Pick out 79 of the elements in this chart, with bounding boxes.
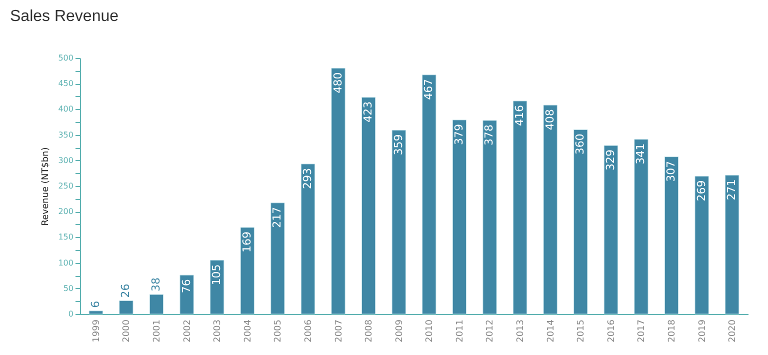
x-tick-label: 2003 — [213, 320, 224, 342]
bar — [392, 130, 406, 314]
bar — [512, 100, 528, 314]
data-label: 360 — [574, 134, 587, 155]
data-label: 378 — [482, 124, 496, 146]
x-tick-label: 2013 — [516, 320, 526, 342]
bar — [694, 176, 709, 314]
x-tick-label: 2017 — [637, 320, 648, 342]
data-label: 359 — [392, 134, 405, 156]
bar — [149, 294, 164, 314]
y-tick-label: 300 — [58, 156, 74, 165]
data-label: 293 — [300, 168, 314, 189]
bar — [270, 202, 285, 314]
x-tick-label: 2014 — [546, 319, 556, 342]
data-label: 26 — [119, 284, 132, 298]
y-tick-label: 50 — [63, 284, 74, 293]
x-tick-label: 2009 — [394, 319, 405, 342]
data-label: 169 — [240, 231, 254, 252]
y-tick-label: 500 — [58, 54, 74, 62]
x-tick-label: 2006 — [304, 319, 314, 342]
data-label: 467 — [422, 78, 436, 100]
data-label: 379 — [452, 124, 466, 145]
bar — [88, 310, 103, 314]
x-tick-label: 1999 — [92, 319, 102, 342]
x-tick-label: 2000 — [122, 319, 132, 342]
bar — [725, 175, 740, 314]
y-tick-label: 0 — [68, 310, 74, 318]
x-tick-label: 2004 — [243, 319, 254, 342]
y-tick-label: 400 — [58, 104, 74, 114]
bar — [361, 97, 376, 314]
y-tick-label: 200 — [58, 207, 74, 216]
bar — [634, 139, 648, 314]
chart-title: Sales Revenue — [10, 8, 119, 25]
y-tick-label: 350 — [58, 130, 74, 140]
y-tick-label: 150 — [58, 232, 74, 242]
bar — [543, 104, 558, 314]
x-tick-label: 2015 — [576, 320, 587, 342]
bar — [240, 227, 254, 314]
x-tick-label: 2012 — [486, 320, 496, 342]
y-tick-label: 450 — [58, 79, 74, 88]
data-label: 38 — [149, 278, 162, 292]
bar — [300, 164, 316, 314]
bar — [331, 68, 346, 314]
data-label: 408 — [543, 109, 556, 130]
bar — [574, 129, 588, 314]
y-tick-label: 100 — [58, 258, 74, 268]
x-tick-label: 2001 — [152, 320, 162, 342]
data-label: 6 — [88, 300, 102, 308]
y-tick-label: 250 — [58, 182, 74, 190]
data-label: 271 — [725, 179, 738, 200]
bar — [452, 120, 467, 314]
x-tick-label: 2010 — [425, 319, 436, 342]
x-tick-label: 2005 — [274, 320, 284, 342]
x-tick-label: 2007 — [334, 320, 344, 342]
bar — [604, 145, 618, 314]
data-label: 329 — [604, 150, 617, 171]
bar — [210, 260, 224, 314]
x-tick-label: 2002 — [182, 320, 193, 342]
x-tick-label: 2018 — [668, 319, 678, 342]
x-tick-label: 2016 — [606, 319, 617, 342]
x-tick-label: 2008 — [364, 319, 375, 342]
bar — [482, 120, 497, 314]
bar — [119, 300, 134, 314]
data-label: 423 — [362, 101, 375, 122]
bar — [180, 274, 194, 314]
x-tick-label: 2020 — [728, 319, 738, 342]
data-label: 307 — [664, 160, 678, 182]
data-label: 269 — [694, 180, 708, 202]
data-label: 341 — [634, 143, 648, 164]
data-label: 76 — [180, 279, 193, 294]
y-axis-title: Revenue (NT$bn) — [41, 147, 52, 226]
bar — [664, 156, 679, 314]
x-tick-label: 2019 — [698, 319, 708, 342]
data-label: 217 — [270, 206, 284, 228]
data-label: 105 — [210, 264, 224, 286]
bar — [422, 74, 436, 314]
x-tick-label: 2011 — [455, 320, 466, 342]
data-label: 416 — [513, 105, 526, 126]
data-label: 480 — [331, 72, 344, 94]
